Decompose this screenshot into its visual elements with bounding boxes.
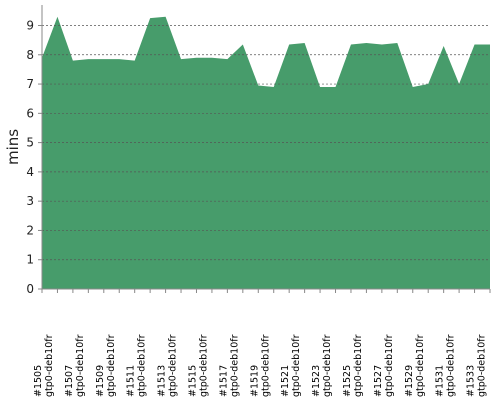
area bbox=[42, 16, 490, 290]
x-tick-label: #1507gtp0-deb10fr bbox=[64, 334, 86, 397]
y-tick-label: 5 bbox=[26, 136, 34, 150]
x-tick-label: #1509gtp0-deb10fr bbox=[95, 334, 117, 397]
x-tick-label: #1517gtp0-deb10fr bbox=[218, 334, 240, 397]
x-tick-label: #1513gtp0-deb10fr bbox=[157, 334, 179, 397]
y-tick-label: 7 bbox=[26, 77, 34, 91]
x-tick-label: #1529gtp0-deb10fr bbox=[404, 334, 426, 397]
y-tick-label: 1 bbox=[26, 253, 34, 267]
x-tick-label: #1515gtp0-deb10fr bbox=[187, 334, 209, 397]
y-tick-label: 3 bbox=[26, 194, 34, 208]
x-tick-label: #1523gtp0-deb10fr bbox=[311, 334, 333, 397]
x-tick-label: #1505gtp0-deb10fr bbox=[33, 334, 55, 397]
y-tick-label: 4 bbox=[26, 165, 34, 179]
y-tick-label: 8 bbox=[26, 48, 34, 62]
y-tick-label: 9 bbox=[26, 18, 34, 32]
y-axis-label: mins bbox=[4, 129, 22, 165]
y-tick-label: 2 bbox=[26, 223, 34, 237]
x-tick-label: #1521gtp0-deb10fr bbox=[280, 334, 302, 397]
y-tick-label: 6 bbox=[26, 106, 34, 120]
y-tick-label: 0 bbox=[26, 282, 34, 296]
x-tick-label: #1525gtp0-deb10fr bbox=[342, 334, 364, 397]
x-tick-label: #1531gtp0-deb10fr bbox=[435, 334, 457, 397]
x-tick-label: #1511gtp0-deb10fr bbox=[126, 334, 148, 397]
x-tick-label: #1527gtp0-deb10fr bbox=[373, 334, 395, 397]
x-tick-label: #1519gtp0-deb10fr bbox=[249, 334, 271, 397]
x-tick-label: #1533gtp0-deb10fr bbox=[466, 334, 488, 397]
